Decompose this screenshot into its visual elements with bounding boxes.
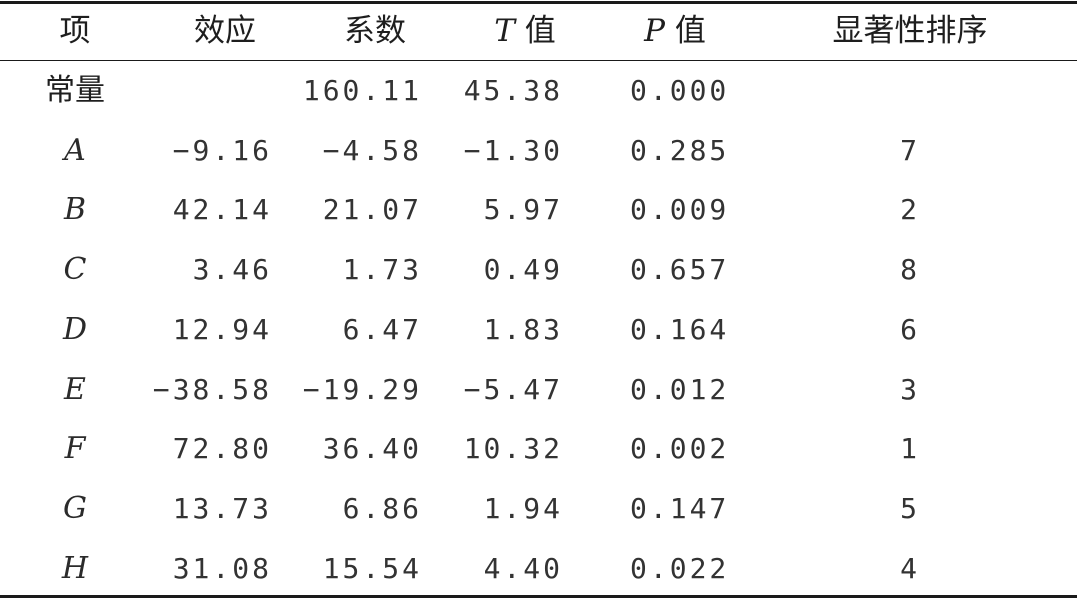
row-item-label: A	[64, 132, 86, 168]
row-significance-rank: 5	[900, 491, 920, 525]
row-effect: 42.14	[172, 193, 272, 227]
row-p-value: 0.000	[630, 74, 730, 107]
row-item-label: D	[62, 311, 88, 347]
row-coefficient: 6.47	[342, 312, 422, 346]
row-item-label: C	[63, 252, 87, 288]
header-item: 项	[59, 13, 91, 49]
table-bottom-rule	[0, 595, 1077, 598]
header-t-suffix: 值	[514, 13, 556, 49]
row-p-value: 0.657	[630, 253, 730, 287]
row-significance-rank: 1	[900, 432, 920, 466]
row-effect: −9.16	[172, 133, 272, 167]
header-coefficient: 系数	[344, 13, 406, 49]
row-t-value: 5.97	[483, 193, 563, 227]
row-item-label: F	[64, 431, 86, 467]
row-t-value: 0.49	[483, 253, 563, 287]
row-item-label: G	[63, 490, 87, 526]
table-row: G 13.73 6.86 1.94 0.147 5	[0, 479, 1077, 538]
row-t-value: 1.83	[483, 312, 563, 346]
row-effect: 31.08	[172, 551, 272, 585]
table-row: C 3.46 1.73 0.49 0.657 8	[0, 240, 1077, 299]
row-p-value: 0.009	[630, 193, 730, 227]
row-t-value: −5.47	[463, 372, 563, 406]
row-p-value: 0.147	[630, 491, 730, 525]
row-coefficient: 1.73	[342, 253, 422, 287]
row-significance-rank	[780, 61, 1040, 120]
row-p-value: 0.285	[630, 133, 730, 167]
table-row: D 12.94 6.47 1.83 0.164 6	[0, 300, 1077, 359]
row-significance-rank: 8	[900, 253, 920, 287]
row-effect	[130, 61, 272, 120]
row-effect: 3.46	[192, 253, 272, 287]
row-significance-rank: 6	[900, 312, 920, 346]
table-row: F 72.80 36.40 10.32 0.002 1	[0, 419, 1077, 478]
row-effect: −38.58	[152, 372, 272, 406]
row-p-value: 0.022	[630, 551, 730, 585]
row-item-label: B	[63, 192, 87, 228]
row-t-value: −1.30	[463, 133, 563, 167]
row-p-value: 0.012	[630, 372, 730, 406]
row-significance-rank: 3	[900, 372, 920, 406]
header-t-value: T 值	[450, 2, 600, 61]
row-p-value: 0.002	[630, 432, 730, 466]
row-significance-rank: 7	[900, 133, 920, 167]
row-effect: 12.94	[172, 312, 272, 346]
table-row: A −9.16 −4.58 −1.30 0.285 7	[0, 121, 1077, 180]
row-coefficient: −19.29	[302, 372, 422, 406]
row-item-label: E	[64, 371, 86, 407]
row-significance-rank: 4	[900, 551, 920, 585]
row-coefficient: 160.11	[302, 74, 422, 107]
header-p-var: P	[644, 13, 665, 49]
row-effect: 72.80	[172, 432, 272, 466]
row-item-label: 常量	[45, 73, 105, 108]
row-coefficient: 15.54	[322, 551, 422, 585]
table-top-rule	[0, 1, 1077, 4]
table-header-row: 项 效应 系数 T 值 P 值 显著性排序	[0, 2, 1077, 61]
table-row: H 31.08 15.54 4.40 0.022 4	[0, 539, 1077, 598]
row-coefficient: 6.86	[342, 491, 422, 525]
header-t-var: T	[494, 13, 515, 49]
row-t-value: 1.94	[483, 491, 563, 525]
row-significance-rank: 2	[900, 193, 920, 227]
header-significance-rank: 显著性排序	[832, 13, 988, 49]
row-effect: 13.73	[172, 491, 272, 525]
header-p-suffix: 值	[665, 13, 706, 49]
table-row: 常量 160.11 45.38 0.000	[0, 61, 1077, 120]
row-coefficient: 21.07	[322, 193, 422, 227]
table-header-rule	[0, 60, 1077, 61]
row-coefficient: 36.40	[322, 432, 422, 466]
table-row: B 42.14 21.07 5.97 0.009 2	[0, 180, 1077, 239]
header-p-value: P 值	[600, 2, 750, 61]
row-t-value: 10.32	[463, 432, 563, 466]
row-t-value: 4.40	[483, 551, 563, 585]
header-effect: 效应	[194, 13, 256, 49]
row-t-value: 45.38	[463, 74, 563, 107]
row-coefficient: −4.58	[322, 133, 422, 167]
row-item-label: H	[61, 550, 89, 586]
row-p-value: 0.164	[630, 312, 730, 346]
table-row: E −38.58 −19.29 −5.47 0.012 3	[0, 360, 1077, 419]
